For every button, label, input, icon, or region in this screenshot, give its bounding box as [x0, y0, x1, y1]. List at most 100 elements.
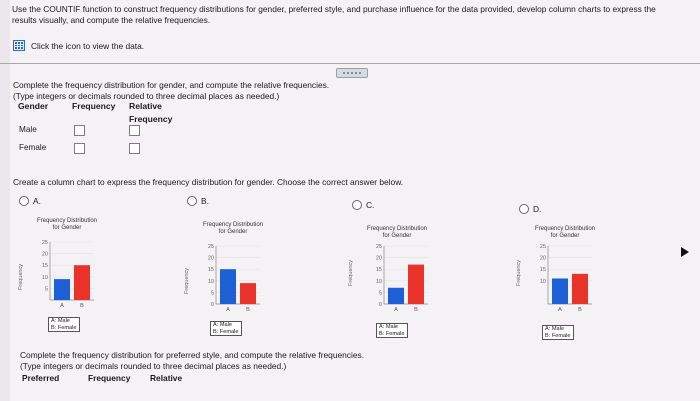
- y-tick-label: 10: [376, 279, 382, 285]
- mouse-pointer-icon: [681, 247, 689, 257]
- legend-male: A: Male: [545, 326, 564, 332]
- y-tick-label: 20: [376, 256, 382, 262]
- legend-male: A: Male: [379, 324, 398, 330]
- chart-legend: A: Male B: Female: [376, 323, 408, 338]
- data-table-icon[interactable]: [13, 40, 25, 51]
- legend-male: A: Male: [213, 322, 232, 328]
- y-axis-label: Frequency: [184, 268, 190, 294]
- frequency-header: Frequency: [72, 101, 116, 111]
- female-frequency-input[interactable]: [74, 143, 85, 154]
- gender-header: Gender: [18, 101, 49, 111]
- chart-plot: 25 20 15 10 5 0 A B: [376, 244, 428, 313]
- y-tick-label: 5: [211, 290, 214, 296]
- question3-prompt: Complete the frequency distribution for …: [20, 350, 365, 371]
- chart-plot: 25 20 15 10 5 A B: [42, 240, 94, 309]
- legend-female: B: Female: [51, 324, 77, 331]
- bar-male: [54, 279, 70, 300]
- relative-header: Relative: [150, 373, 183, 383]
- y-tick-label: 25: [376, 244, 382, 250]
- y-tick-label: 10: [540, 279, 546, 285]
- option-a-radio[interactable]: A.: [19, 196, 41, 206]
- y-tick-label: 25: [208, 244, 214, 250]
- y-tick-label: 15: [208, 267, 214, 273]
- section-divider: [0, 63, 700, 64]
- instructions-text: Use the COUNTIF function to construct fr…: [12, 4, 656, 25]
- y-tick-label: 20: [540, 256, 546, 262]
- chart-option-a: Frequency Distribution for Gender Frequen…: [18, 216, 112, 336]
- y-tick-label: 0: [211, 302, 214, 308]
- y-tick-label: 0: [379, 302, 382, 308]
- relative-header: Relative: [129, 101, 162, 111]
- legend-female: B: Female: [545, 332, 571, 339]
- x-tick-label: B: [578, 307, 582, 313]
- question2-prompt: Create a column chart to express the fre…: [13, 177, 404, 187]
- bar-female: [572, 273, 588, 304]
- chart-option-d: Frequency Distribution for Gender Frequen…: [516, 224, 610, 344]
- chart-plot: 25 20 15 10 5 0 A B: [208, 244, 260, 313]
- option-b-radio[interactable]: B.: [187, 196, 209, 206]
- chart-option-c: Frequency Distribution for Gender Frequen…: [348, 224, 442, 344]
- y-tick-label: 5: [45, 286, 48, 292]
- male-frequency-input[interactable]: [74, 125, 85, 136]
- bar-female: [74, 265, 90, 300]
- preferred-header: Preferred: [22, 373, 60, 383]
- y-tick-label: 10: [42, 275, 48, 281]
- x-tick-label: B: [80, 303, 84, 309]
- right-scroll-edge: [0, 0, 10, 401]
- y-axis-label: Frequency: [18, 264, 24, 290]
- chart-legend: A: Male B: Female: [542, 325, 574, 340]
- chart-title: Frequency Distribution: [534, 226, 596, 232]
- x-tick-label: B: [414, 307, 418, 313]
- view-data-label: Click the icon to view the data.: [31, 40, 145, 51]
- y-tick-label: 25: [42, 240, 48, 246]
- x-tick-label: A: [394, 307, 398, 313]
- chart-subtitle: for Gender: [550, 233, 580, 239]
- legend-female: B: Female: [213, 328, 239, 335]
- y-axis-label: Frequency: [516, 260, 522, 286]
- y-axis-label: Frequency: [348, 260, 354, 286]
- y-tick-label: 15: [42, 263, 48, 269]
- x-tick-label: B: [246, 307, 250, 313]
- radio-circle[interactable]: [187, 196, 197, 206]
- radio-circle[interactable]: [19, 196, 29, 206]
- male-relative-input[interactable]: [129, 125, 140, 136]
- question1-prompt: Complete the frequency distribution for …: [13, 80, 330, 101]
- bar-male: [388, 287, 404, 304]
- radio-circle[interactable]: [352, 200, 362, 210]
- y-tick-label: 10: [208, 279, 214, 285]
- y-tick-label: 20: [208, 256, 214, 262]
- x-tick-label: A: [558, 307, 562, 313]
- bar-female: [240, 283, 256, 304]
- y-tick-label: 5: [379, 290, 382, 296]
- chart-subtitle: for Gender: [382, 233, 412, 239]
- chart-option-b: Frequency Distribution for Gender Frequen…: [184, 220, 278, 340]
- relative-frequency-header: Frequency: [129, 114, 173, 124]
- female-relative-input[interactable]: [129, 143, 140, 154]
- y-tick-label: 25: [540, 244, 546, 250]
- legend-male: A: Male: [51, 318, 70, 324]
- chart-legend: A: Male B: Female: [48, 317, 80, 332]
- legend-female: B: Female: [379, 330, 405, 337]
- option-c-radio[interactable]: C.: [352, 200, 374, 210]
- x-tick-label: A: [226, 307, 230, 313]
- chart-legend: A: Male B: Female: [210, 321, 242, 336]
- chart-title: Frequency Distribution: [36, 218, 98, 224]
- y-tick-label: 15: [376, 267, 382, 273]
- view-data-link[interactable]: Click the icon to view the data.: [13, 40, 144, 51]
- radio-circle[interactable]: [519, 204, 529, 214]
- bar-male: [220, 269, 236, 304]
- chart-subtitle: for Gender: [218, 229, 248, 235]
- chart-subtitle: for Gender: [52, 225, 82, 231]
- y-tick-label: 15: [540, 267, 546, 273]
- frequency-header: Frequency: [88, 373, 131, 383]
- y-tick-label: 20: [42, 252, 48, 258]
- row-male-label: Male: [19, 125, 37, 134]
- bar-female: [408, 264, 424, 304]
- chart-title: Frequency Distribution: [202, 222, 264, 228]
- row-female-label: Female: [19, 143, 47, 152]
- chart-plot: 25 20 15 10 A B: [540, 244, 592, 313]
- option-d-radio[interactable]: D.: [519, 204, 541, 214]
- bar-male: [552, 278, 568, 304]
- x-tick-label: A: [60, 303, 64, 309]
- collapse-handle[interactable]: [336, 68, 368, 78]
